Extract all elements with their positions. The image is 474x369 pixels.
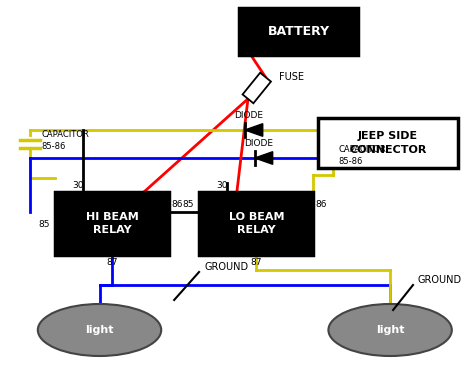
Text: 85-86: 85-86 <box>338 157 363 166</box>
Text: 87: 87 <box>251 258 262 267</box>
FancyBboxPatch shape <box>199 192 313 255</box>
Text: DIODE: DIODE <box>244 139 273 148</box>
Ellipse shape <box>38 304 161 356</box>
Text: +: + <box>243 47 254 60</box>
Text: 87: 87 <box>106 258 118 267</box>
Ellipse shape <box>328 304 452 356</box>
Text: 86: 86 <box>171 200 182 209</box>
Text: CAPACITOR: CAPACITOR <box>338 145 386 154</box>
Text: CAPACITOR: CAPACITOR <box>42 130 90 139</box>
Text: 85: 85 <box>38 220 50 229</box>
FancyBboxPatch shape <box>319 118 458 168</box>
Text: HI BEAM
RELAY: HI BEAM RELAY <box>86 212 138 235</box>
FancyBboxPatch shape <box>239 8 358 55</box>
Polygon shape <box>243 73 271 103</box>
Text: LO BEAM
RELAY: LO BEAM RELAY <box>228 212 284 235</box>
Text: JEEP SIDE
CONNECTOR: JEEP SIDE CONNECTOR <box>349 131 427 155</box>
Text: 85: 85 <box>182 200 194 209</box>
FancyBboxPatch shape <box>55 192 169 255</box>
Text: 86: 86 <box>316 200 327 209</box>
Text: BATTERY: BATTERY <box>267 25 329 38</box>
Text: GROUND: GROUND <box>204 262 248 272</box>
Polygon shape <box>255 152 273 164</box>
Text: DIODE: DIODE <box>234 111 263 120</box>
Text: light: light <box>376 325 404 335</box>
Polygon shape <box>245 124 263 136</box>
Text: light: light <box>85 325 114 335</box>
Text: FUSE: FUSE <box>279 72 304 82</box>
Text: GROUND: GROUND <box>418 275 462 285</box>
Text: 85-86: 85-86 <box>42 142 66 151</box>
Text: 30: 30 <box>216 181 228 190</box>
Text: 30: 30 <box>72 181 83 190</box>
